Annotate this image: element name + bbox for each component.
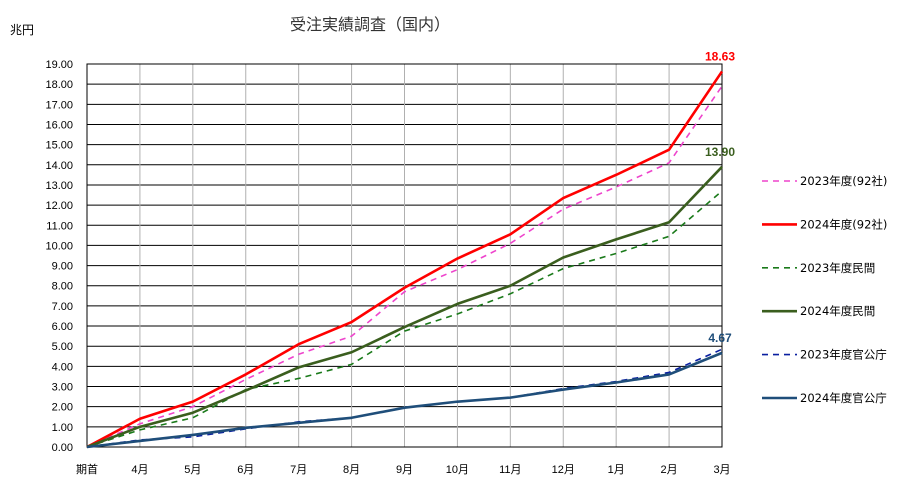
legend-label: 2024年度民間 bbox=[800, 304, 875, 318]
series-line bbox=[86, 165, 723, 449]
y-tick-label: 8.00 bbox=[52, 281, 73, 293]
y-tick-label: 15.00 bbox=[45, 140, 73, 152]
chart-title: 受注実績調査（国内） bbox=[290, 15, 450, 34]
y-tick-label: 13.00 bbox=[45, 180, 73, 192]
y-tick-labels: 0.00 1.00 2.00 3.00 4.00 5.00 6.00 7.00 8.00 9.00… bbox=[45, 59, 73, 454]
data-labels: 18.63 13.90 4.67 bbox=[705, 49, 735, 344]
data-label: 13.90 bbox=[705, 145, 735, 159]
data-label: 4.67 bbox=[708, 331, 732, 345]
x-tick-label: 11月 bbox=[499, 464, 521, 476]
y-tick-label: 0.00 bbox=[52, 442, 73, 454]
x-tick-label: 8月 bbox=[343, 464, 360, 476]
y-tick-label: 5.00 bbox=[52, 341, 73, 353]
data-label: 18.63 bbox=[705, 49, 735, 63]
x-tick-labels: 期首 4月 5月 6月 7月 8月 9月 10月 11月 12月 1月 2月 3月 bbox=[76, 462, 731, 476]
series-line bbox=[86, 85, 723, 448]
y-tick-label: 18.00 bbox=[45, 79, 73, 91]
x-tick-label: 3月 bbox=[713, 464, 730, 476]
y-tick-label: 12.00 bbox=[45, 200, 73, 212]
series-line bbox=[86, 190, 723, 448]
x-tick-label: 期首 bbox=[76, 462, 98, 476]
series-lines bbox=[86, 70, 724, 449]
x-tick-label: 1月 bbox=[608, 464, 625, 476]
x-tick-label: 6月 bbox=[237, 464, 254, 476]
x-tick-label: 12月 bbox=[552, 464, 575, 476]
series-line bbox=[86, 351, 723, 449]
series-line bbox=[86, 70, 724, 449]
grid-lines bbox=[86, 63, 723, 448]
y-tick-label: 3.00 bbox=[52, 382, 73, 394]
legend-label: 2023年度民間 bbox=[800, 261, 875, 275]
y-axis-unit-label: 兆円 bbox=[10, 23, 34, 37]
y-tick-label: 10.00 bbox=[45, 240, 73, 252]
legend-label: 2024年度官公庁 bbox=[800, 391, 887, 405]
legend: 2023年度(92社) 2024年度(92社) 2023年度民間 2024年度民間 20… bbox=[762, 174, 887, 405]
legend-label: 2023年度官公庁 bbox=[800, 348, 887, 362]
y-tick-label: 9.00 bbox=[52, 261, 73, 273]
y-tick-label: 19.00 bbox=[45, 59, 73, 71]
y-tick-label: 11.00 bbox=[46, 220, 73, 232]
y-tick-label: 17.00 bbox=[45, 99, 73, 111]
plot-border bbox=[86, 63, 723, 448]
x-tick-label: 7月 bbox=[290, 464, 307, 476]
legend-label: 2024年度(92社) bbox=[800, 217, 887, 231]
y-tick-label: 16.00 bbox=[45, 119, 73, 131]
y-tick-label: 7.00 bbox=[52, 301, 73, 313]
y-tick-label: 2.00 bbox=[52, 402, 73, 414]
x-tick-label: 4月 bbox=[131, 464, 148, 476]
y-tick-label: 6.00 bbox=[52, 321, 73, 333]
x-tick-label: 5月 bbox=[184, 464, 201, 476]
x-tick-label: 9月 bbox=[396, 464, 413, 476]
x-tick-label: 2月 bbox=[661, 464, 678, 476]
y-tick-label: 1.00 bbox=[52, 422, 73, 434]
y-tick-label: 14.00 bbox=[45, 160, 73, 172]
legend-label: 2023年度(92社) bbox=[800, 174, 887, 188]
y-tick-label: 4.00 bbox=[52, 361, 73, 373]
x-tick-label: 10月 bbox=[446, 464, 469, 476]
